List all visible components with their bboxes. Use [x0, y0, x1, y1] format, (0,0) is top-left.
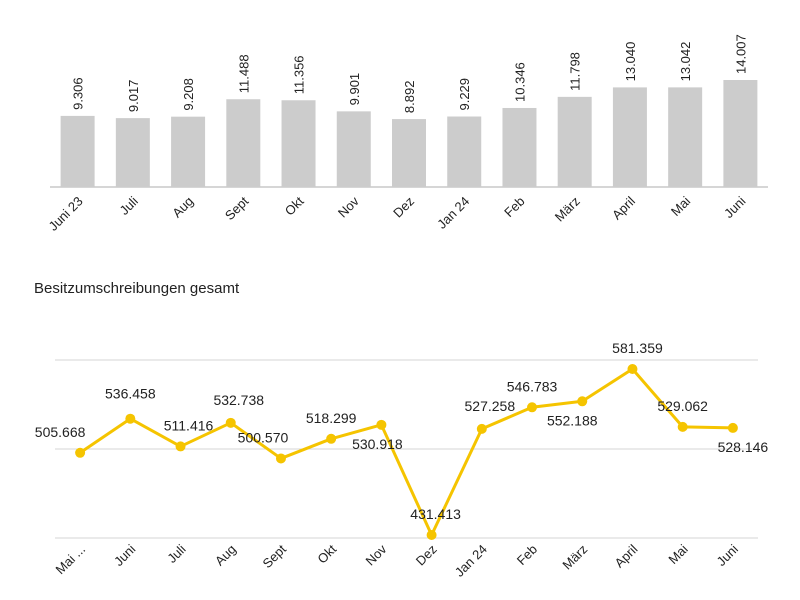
bar-value-label: 13.040	[623, 42, 638, 82]
bar	[447, 116, 482, 187]
x-tick-label: Nov	[335, 193, 362, 220]
x-tick-label: April	[609, 193, 638, 222]
x-tick-label: Jan 24	[452, 542, 490, 580]
line-chart-title: Besitzumschreibungen gesamt	[34, 280, 240, 297]
point-value-label: 536.458	[105, 386, 156, 402]
data-point	[125, 413, 136, 424]
point-value-label: 581.359	[612, 340, 663, 356]
data-point	[577, 396, 588, 407]
bar	[502, 107, 537, 187]
data-point	[476, 423, 487, 434]
bar	[336, 111, 371, 187]
bar-value-label: 11.356	[292, 55, 307, 94]
data-point	[326, 433, 337, 444]
bar-value-label: 11.798	[568, 52, 583, 91]
x-tick-label: Juni	[721, 193, 749, 221]
point-value-label: 528.146	[718, 439, 769, 455]
data-point	[426, 530, 437, 540]
point-value-label: 527.258	[465, 398, 516, 414]
bar	[171, 116, 206, 187]
point-value-label: 511.416	[164, 417, 214, 433]
total-line-chart: 505.668 Mai ... 536.458 Juni 511.416 Juli 532.…	[35, 340, 769, 580]
data-point	[376, 419, 387, 430]
x-tick-label: Feb	[514, 542, 540, 568]
bar	[226, 99, 261, 187]
bar-value-label: 9.208	[181, 78, 196, 111]
data-point	[75, 447, 86, 458]
x-tick-label: Dez	[413, 542, 440, 569]
point-value-label: 505.668	[35, 424, 86, 440]
bar-value-label: 9.901	[347, 73, 362, 106]
data-point	[627, 364, 638, 374]
x-tick-label: Mai	[668, 193, 693, 218]
x-tick-label: Okt	[314, 541, 339, 566]
point-value-label: 546.783	[507, 378, 558, 394]
data-point	[225, 417, 236, 428]
bar	[115, 118, 150, 187]
x-tick-label: Sept	[222, 193, 252, 223]
bar-value-label: 9.017	[126, 80, 141, 113]
x-tick-label: Feb	[501, 194, 527, 220]
bar	[612, 87, 647, 187]
x-tick-label: Juli	[164, 541, 188, 565]
x-tick-label: März	[559, 542, 590, 573]
x-tick-label: Okt	[282, 193, 307, 218]
bar	[392, 119, 426, 187]
point-value-label: 518.299	[306, 410, 357, 426]
data-point	[677, 421, 688, 432]
bar-value-label: 14.007	[733, 34, 748, 74]
bar-value-label: 9.229	[457, 78, 472, 111]
point-value-label: 431.413	[410, 506, 461, 522]
bar	[60, 115, 95, 187]
x-tick-label: Juni	[111, 541, 139, 569]
bar-value-label: 8.892	[402, 81, 417, 114]
point-value-label: 500.570	[238, 429, 289, 445]
bar	[723, 80, 758, 187]
x-tick-label: Aug	[169, 194, 196, 221]
series-line	[79, 367, 733, 537]
bar-value-label: 11.488	[236, 54, 251, 93]
bar	[668, 87, 703, 187]
x-tick-label: Mai	[665, 541, 690, 566]
x-tick-label: März	[552, 194, 583, 225]
bar-value-label: 10.346	[512, 62, 527, 102]
monthly-bar-chart: 9.306 Juni 23 9.017 Juli 9.208 Aug 11.488 Sept 1…	[45, 34, 768, 234]
x-tick-label: Juni	[714, 541, 742, 569]
x-tick-label: April	[612, 541, 641, 570]
x-tick-label: Jan 24	[434, 194, 472, 232]
point-value-label: 552.188	[547, 412, 598, 428]
bar-value-label: 13.042	[678, 42, 693, 82]
x-tick-label: Aug	[212, 542, 239, 569]
x-tick-label: Juli	[117, 193, 141, 217]
x-tick-label: Sept	[260, 541, 290, 571]
data-point	[175, 441, 186, 452]
point-value-label: 530.918	[352, 436, 403, 452]
x-tick-label: Mai ...	[53, 542, 89, 578]
x-tick-label: Juni 23	[45, 194, 85, 234]
bar	[557, 96, 592, 187]
data-point	[727, 422, 738, 433]
data-point	[275, 453, 286, 464]
point-value-label: 529.062	[657, 398, 708, 414]
x-tick-label: Nov	[363, 541, 390, 568]
x-tick-label: Dez	[390, 194, 417, 221]
bar	[281, 100, 316, 187]
bar-value-label: 9.306	[71, 77, 86, 110]
data-point	[527, 402, 538, 413]
point-value-label: 532.738	[213, 392, 264, 408]
